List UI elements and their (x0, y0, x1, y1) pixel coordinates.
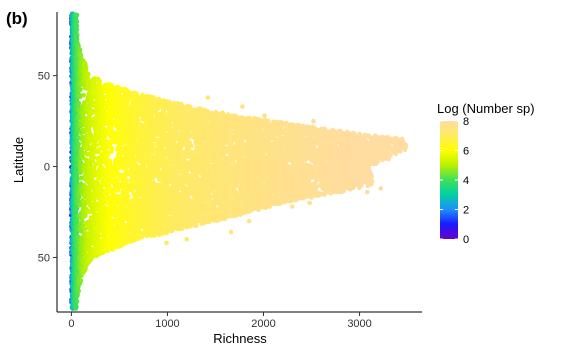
data-point (95, 181, 101, 186)
data-point (81, 92, 86, 98)
scatter-points (69, 11, 409, 311)
data-point (74, 304, 79, 310)
data-point (78, 87, 83, 92)
data-point (150, 142, 156, 148)
data-point (94, 143, 99, 148)
data-point (74, 19, 80, 25)
data-point (124, 178, 129, 183)
data-point (74, 230, 80, 235)
data-point (76, 195, 82, 200)
data-point (135, 118, 141, 124)
data-point (77, 47, 82, 52)
data-point (102, 134, 108, 140)
data-point (74, 33, 80, 38)
data-point (80, 218, 85, 224)
data-point (74, 27, 79, 33)
data-point (74, 299, 80, 304)
data-point (75, 292, 80, 297)
data-point (80, 240, 86, 245)
data-point (76, 100, 81, 106)
data-point (91, 81, 97, 87)
data-point (79, 273, 84, 279)
data-point (75, 218, 80, 224)
data-point (126, 193, 131, 199)
data-point (74, 12, 80, 18)
data-point (74, 206, 80, 212)
data-point (99, 187, 105, 193)
data-point (74, 176, 80, 182)
data-point (184, 237, 189, 242)
data-point (74, 36, 80, 41)
data-point (164, 240, 169, 246)
data-point (91, 155, 97, 160)
data-point (78, 278, 84, 283)
data-point (75, 145, 81, 151)
data-point (76, 288, 81, 294)
data-point (79, 175, 85, 181)
data-point (109, 146, 115, 151)
data-point (74, 23, 80, 29)
data-point (74, 172, 80, 178)
data-point (97, 78, 102, 84)
data-point (83, 213, 88, 218)
data-point (86, 71, 91, 77)
data-point (96, 233, 102, 239)
data-point (76, 141, 81, 147)
data-point (83, 67, 89, 73)
panel-label: (b) (6, 9, 28, 28)
